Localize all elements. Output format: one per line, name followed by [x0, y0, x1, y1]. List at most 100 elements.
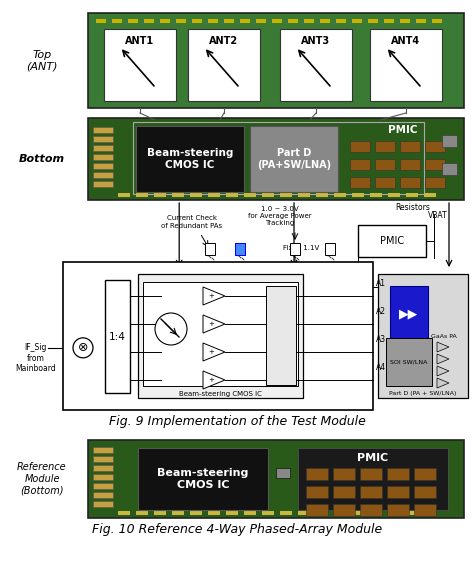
Bar: [172, 193, 184, 197]
Text: +: +: [208, 349, 214, 355]
Text: ⊗: ⊗: [78, 342, 88, 354]
Bar: [425, 141, 445, 152]
Bar: [290, 243, 300, 255]
Bar: [154, 193, 166, 197]
Bar: [272, 19, 282, 23]
Bar: [235, 243, 245, 255]
Text: ANT3: ANT3: [301, 36, 330, 46]
Bar: [176, 19, 186, 23]
Bar: [375, 159, 395, 170]
Bar: [112, 19, 122, 23]
Bar: [96, 19, 106, 23]
Bar: [400, 159, 420, 170]
Text: A4: A4: [376, 363, 386, 373]
Text: ANT2: ANT2: [210, 36, 238, 46]
Bar: [190, 511, 202, 515]
Text: Top
(ANT): Top (ANT): [26, 50, 58, 71]
Bar: [333, 504, 355, 516]
Bar: [88, 440, 464, 518]
Bar: [333, 486, 355, 498]
Bar: [336, 19, 346, 23]
Bar: [188, 29, 260, 101]
Bar: [280, 193, 292, 197]
Text: A1: A1: [376, 280, 386, 289]
Bar: [360, 486, 382, 498]
Bar: [105, 280, 130, 393]
Bar: [325, 243, 335, 255]
Bar: [93, 492, 113, 498]
Bar: [298, 511, 310, 515]
Text: GaAs PA: GaAs PA: [431, 333, 457, 339]
Bar: [306, 504, 328, 516]
Bar: [425, 159, 445, 170]
Polygon shape: [203, 343, 225, 361]
Bar: [93, 181, 113, 187]
Text: A2: A2: [376, 308, 386, 316]
Text: ▶▶: ▶▶: [400, 307, 419, 320]
Circle shape: [73, 338, 93, 358]
Bar: [388, 193, 400, 197]
Text: Beam-steering
CMOS IC: Beam-steering CMOS IC: [147, 148, 233, 170]
Polygon shape: [437, 378, 449, 388]
Bar: [360, 468, 382, 480]
Bar: [352, 193, 364, 197]
Bar: [93, 172, 113, 178]
Bar: [375, 141, 395, 152]
Bar: [375, 177, 395, 188]
Bar: [250, 126, 338, 192]
Polygon shape: [203, 315, 225, 333]
Bar: [93, 447, 113, 453]
Bar: [118, 511, 130, 515]
Bar: [93, 501, 113, 507]
Bar: [208, 19, 218, 23]
Text: 1.0 ~ 3.0V
for Average Power
Tracking: 1.0 ~ 3.0V for Average Power Tracking: [248, 206, 312, 226]
Bar: [93, 145, 113, 151]
Bar: [400, 177, 420, 188]
Bar: [414, 504, 436, 516]
Bar: [406, 511, 418, 515]
Bar: [266, 286, 296, 385]
Bar: [416, 19, 426, 23]
Bar: [160, 19, 170, 23]
Bar: [240, 19, 250, 23]
Bar: [280, 511, 292, 515]
Bar: [320, 19, 330, 23]
Bar: [298, 448, 448, 510]
Bar: [425, 177, 445, 188]
Bar: [386, 338, 432, 386]
Bar: [93, 154, 113, 160]
Bar: [432, 19, 442, 23]
Bar: [154, 511, 166, 515]
Text: 1:4: 1:4: [109, 332, 126, 342]
Text: Fig. 10 Reference 4-Way Phased-Array Module: Fig. 10 Reference 4-Way Phased-Array Mod…: [92, 523, 382, 537]
Bar: [390, 286, 428, 341]
Bar: [224, 19, 234, 23]
Bar: [276, 468, 290, 478]
Text: Bottom: Bottom: [19, 154, 65, 164]
Bar: [190, 193, 202, 197]
Text: PMIC: PMIC: [380, 236, 404, 246]
Bar: [358, 225, 426, 257]
Polygon shape: [437, 354, 449, 364]
Bar: [93, 127, 113, 133]
Bar: [370, 193, 382, 197]
Bar: [306, 468, 328, 480]
Bar: [442, 135, 457, 147]
Bar: [133, 122, 424, 194]
Text: Fixed 1.1V: Fixed 1.1V: [283, 245, 319, 251]
Bar: [298, 193, 310, 197]
Bar: [136, 193, 148, 197]
Text: PMIC: PMIC: [388, 125, 418, 135]
Bar: [370, 511, 382, 515]
Text: Beam-steering CMOS IC: Beam-steering CMOS IC: [179, 391, 262, 397]
Bar: [304, 19, 314, 23]
Bar: [414, 468, 436, 480]
Bar: [370, 29, 442, 101]
Bar: [262, 511, 274, 515]
Text: Part D (PA + SW/LNA): Part D (PA + SW/LNA): [389, 391, 456, 397]
Bar: [368, 19, 378, 23]
Bar: [406, 193, 418, 197]
Polygon shape: [437, 342, 449, 352]
Bar: [384, 19, 394, 23]
Text: Reference
Module
(Bottom): Reference Module (Bottom): [17, 463, 67, 495]
